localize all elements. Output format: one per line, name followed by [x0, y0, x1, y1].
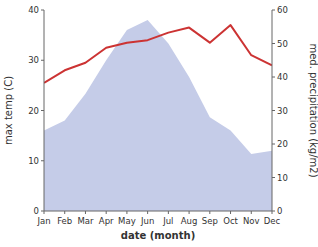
- y-axis-label: max temp (C): [3, 76, 14, 145]
- y2-tick: [272, 43, 275, 44]
- y2-axis-label: med. precipitation (kg/m2): [308, 43, 318, 177]
- x-tick: [106, 211, 107, 214]
- y-tick-label: 20: [28, 106, 39, 116]
- x-tick-label: Mar: [77, 216, 94, 226]
- plot-area: [44, 20, 272, 211]
- y2-tick: [272, 77, 275, 78]
- y2-tick-label: 30: [277, 106, 288, 116]
- line: [44, 25, 272, 83]
- y-tick: [41, 211, 44, 212]
- x-tick: [189, 211, 190, 214]
- x-tick-label: Apr: [99, 216, 114, 226]
- y2-tick: [272, 211, 275, 212]
- x-tick-label: Nov: [243, 216, 260, 226]
- y2-tick-label: 0: [277, 206, 282, 216]
- y-tick: [41, 160, 44, 161]
- x-axis-line: [44, 211, 272, 212]
- y2-tick: [272, 110, 275, 111]
- y-tick-label: 10: [28, 156, 39, 166]
- x-tick: [230, 211, 231, 214]
- area: [44, 20, 272, 211]
- x-tick: [251, 211, 252, 214]
- y2-tick-label: 50: [277, 39, 288, 49]
- x-tick-label: May: [118, 216, 136, 226]
- y2-tick: [272, 177, 275, 178]
- x-tick-label: Sep: [202, 216, 218, 226]
- x-tick-label: Oct: [223, 216, 238, 226]
- x-tick: [126, 211, 127, 214]
- x-tick: [147, 211, 148, 214]
- y2-tick: [272, 10, 275, 11]
- y-tick: [41, 10, 44, 11]
- y-tick-label: 40: [28, 5, 39, 15]
- y2-tick: [272, 144, 275, 145]
- y2-tick-label: 40: [277, 72, 288, 82]
- y2-tick-label: 60: [277, 5, 288, 15]
- y-tick: [41, 110, 44, 111]
- y-tick: [41, 60, 44, 61]
- x-tick-label: Dec: [264, 216, 281, 226]
- x-tick-label: Jan: [36, 216, 50, 226]
- x-tick-label: Feb: [57, 216, 72, 226]
- y-tick-label: 30: [28, 55, 39, 65]
- x-tick: [209, 211, 210, 214]
- x-tick: [85, 211, 86, 214]
- chart-svg: JanFebMarAprMayJunJulAugSepOctNovDec0102…: [0, 0, 318, 247]
- x-tick-label: Jun: [140, 216, 154, 226]
- x-tick: [64, 211, 65, 214]
- y2-tick-label: 10: [277, 173, 288, 183]
- x-tick: [168, 211, 169, 214]
- y-tick-label: 0: [34, 206, 39, 216]
- x-tick-label: Jul: [162, 216, 173, 226]
- y2-tick-label: 20: [277, 139, 288, 149]
- x-axis-label: date (month): [121, 230, 195, 241]
- chart-container: JanFebMarAprMayJunJulAugSepOctNovDec0102…: [0, 0, 318, 247]
- x-tick-label: Aug: [181, 216, 198, 226]
